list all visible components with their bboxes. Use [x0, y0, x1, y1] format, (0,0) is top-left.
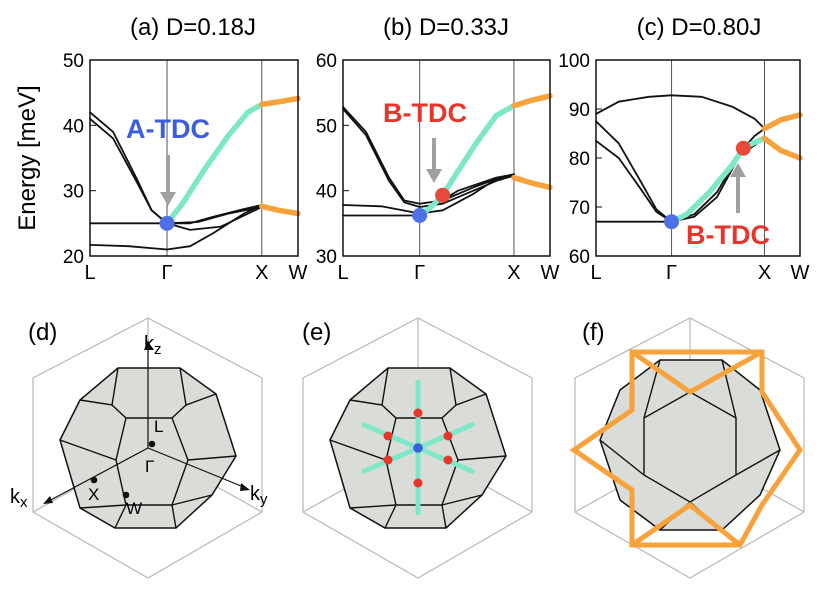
title-a: (a) D=0.18J	[130, 14, 256, 41]
panel-a-frame	[89, 59, 299, 257]
bz-panel-f: (f)	[569, 317, 805, 579]
panel-a-ytick-label: 40	[63, 116, 84, 137]
panel-a-series-band4	[89, 204, 263, 251]
panel-a-ytick-label: 30	[63, 182, 84, 203]
panel-b-series-band1	[342, 106, 515, 205]
plot-c: 60 70 80 90 100 L Γ X W B-TDC	[558, 51, 809, 284]
title-b: (b) D=0.33J	[383, 14, 509, 41]
kz-label: kz	[144, 333, 162, 358]
kz-arrowhead	[144, 340, 152, 350]
nodal-rings	[569, 349, 804, 548]
label-W: W	[126, 499, 142, 518]
panel-b-series-band3	[342, 173, 515, 215]
panel-label-f: (f)	[582, 319, 605, 346]
panel-b-ytick-label: 50	[316, 116, 337, 137]
panel-c-xtick-label: W	[791, 262, 810, 284]
red-points	[383, 408, 453, 488]
y-axis-label: Energy [meV]	[14, 85, 41, 230]
panel-c-series-low-XW	[761, 135, 803, 161]
kx-sub: x	[20, 494, 28, 511]
panel-a-xtick-label: W	[289, 262, 308, 284]
panel-a-ytick-label: 50	[63, 51, 84, 72]
panel-c-series-top-XW	[761, 112, 803, 132]
panel-a-series-low-XW	[259, 203, 301, 217]
panel-b-xtick-label: Γ	[414, 262, 425, 284]
panel-a-series-top-XW	[259, 95, 301, 108]
gamma-point	[413, 443, 423, 453]
ky-sub: y	[260, 491, 268, 508]
panel-b-xtick-label: L	[337, 262, 348, 284]
panel-c-ytick-label: 100	[558, 51, 590, 72]
panel-c-series-top	[595, 94, 766, 130]
ky-arrowhead	[240, 483, 250, 491]
panel-a-arrow-head	[160, 192, 176, 206]
panel-label-d: (d)	[28, 319, 57, 346]
panel-c-arrow-head	[730, 163, 746, 177]
panel-a-xtick-label: Γ	[162, 262, 173, 284]
panel-a-ytick-label: 20	[63, 247, 84, 268]
panel-c-ytick-label: 90	[569, 100, 590, 121]
panel-label-e: (e)	[302, 319, 331, 346]
plot-b: 30 40 50 60 L Γ X W B-TDC	[316, 51, 560, 284]
panel-a-series-top-band	[164, 101, 265, 227]
panel-b-arrow-head	[426, 169, 442, 183]
point-W	[122, 491, 130, 499]
label-X: X	[88, 485, 99, 504]
bz-panel-d: (d) kz k	[10, 317, 268, 579]
panel-c-ytick-label: 60	[569, 247, 590, 268]
panel-a-xtick-label: X	[255, 262, 268, 284]
panel-b-annotation: B-TDC	[383, 98, 467, 128]
panel-b-marker-red	[435, 187, 451, 203]
panel-b-ytick-label: 30	[316, 247, 337, 268]
panel-b-marker-blue	[412, 207, 428, 223]
bz-panel-e: (e)	[302, 317, 533, 579]
panel-c-xtick-label: Γ	[666, 262, 677, 284]
ky-label: ky	[250, 483, 268, 508]
panel-c-ytick-label: 70	[569, 198, 590, 219]
label-Gamma: Γ	[145, 457, 154, 476]
kz-sub: z	[154, 341, 162, 358]
panel-a-xtick-label: L	[84, 262, 95, 284]
label-L: L	[154, 417, 163, 436]
k-axes	[46, 345, 247, 503]
panel-b-xtick-label: X	[507, 262, 520, 284]
point-L	[148, 440, 156, 448]
point-X	[90, 476, 98, 484]
panel-a-marker-blue	[159, 215, 175, 231]
panel-c-annotation: B-TDC	[686, 220, 770, 250]
panel-c-ytick-label: 80	[569, 149, 590, 170]
kx-arrowhead	[43, 496, 53, 504]
kx-label: kx	[10, 486, 28, 511]
panel-b-ytick-label: 60	[316, 51, 337, 72]
panel-b-ytick-label: 40	[316, 182, 337, 203]
title-c: (c) D=0.80J	[637, 14, 762, 41]
panel-c-marker-red	[735, 140, 751, 156]
panel-c-xtick-label: X	[758, 262, 771, 284]
panel-c-marker-blue	[664, 214, 680, 230]
panel-b-series-top-XW	[511, 93, 553, 109]
panel-b-series-top-band	[416, 102, 517, 219]
panel-b-frame	[342, 59, 551, 257]
panel-b-xtick-label: W	[541, 262, 560, 284]
panel-c-frame	[595, 59, 801, 257]
panel-a-series-band3	[89, 204, 263, 225]
panel-c-series-top-band	[668, 135, 768, 225]
panel-b-series-low-XW	[511, 174, 553, 191]
panel-a-annotation: A-TDC	[126, 114, 210, 144]
bz-edges	[59, 367, 237, 529]
panel-c-xtick-label: L	[590, 262, 601, 284]
plot-a: 20 30 40 50 L Γ X W A-TDC	[63, 51, 308, 284]
